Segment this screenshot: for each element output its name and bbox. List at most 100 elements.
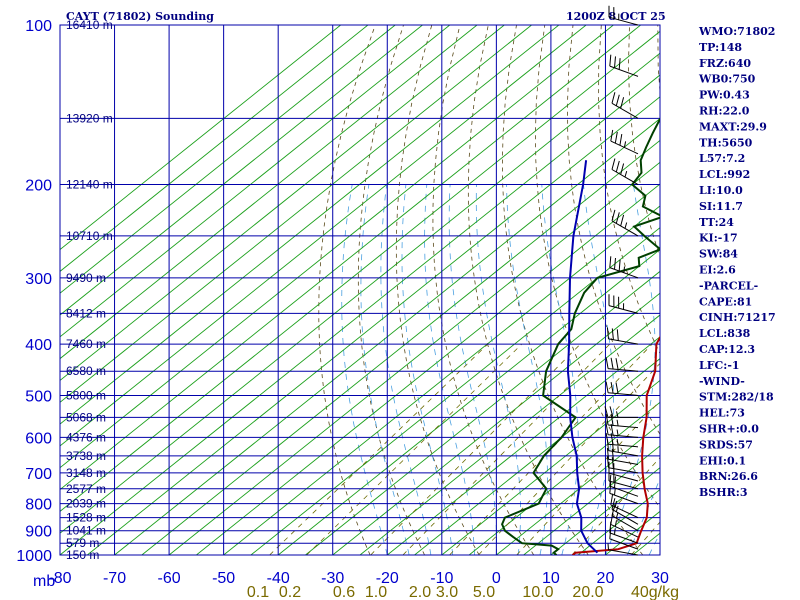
- index-item: LI:10.0: [699, 184, 743, 197]
- isotherm: [60, 25, 369, 272]
- height-label: 150 m: [66, 548, 99, 562]
- isotherm: [60, 25, 641, 491]
- mixing-ratio-line: [402, 343, 611, 555]
- temperature-tick-label: 20: [597, 570, 615, 587]
- isotherm: [386, 336, 660, 555]
- chart-title: CAYT (71802) Sounding: [66, 10, 214, 23]
- height-label: 8412 m: [66, 306, 106, 320]
- temperature-tick-label: -50: [212, 570, 235, 587]
- mixing-ratio-tick-label: 3.0: [436, 584, 458, 600]
- dry-adiabat: [395, 25, 480, 555]
- index-item: TP:148: [699, 41, 742, 54]
- height-label: 10710 m: [66, 229, 113, 243]
- wind-barb: [608, 294, 639, 314]
- wind-barb: [606, 447, 639, 466]
- temperature-tick-label: -30: [321, 570, 344, 587]
- index-item: L57:7.2: [699, 152, 745, 165]
- height-label: 12140 m: [66, 178, 113, 192]
- isotherm: [60, 74, 660, 555]
- pressure-tick-label: 500: [25, 388, 52, 405]
- isotherm: [60, 25, 587, 447]
- wind-barb: [605, 357, 639, 372]
- mixing-ratio-line: [516, 400, 660, 555]
- isotherm: [60, 52, 660, 534]
- index-item: TH:5650: [699, 136, 753, 149]
- indices-panel: WMO:71802 TP:148 FRZ:640 WB0:750 PW:0.43 RH:2…: [698, 25, 776, 499]
- temperature-tick-label: 10: [542, 570, 560, 587]
- isotherm: [60, 25, 341, 251]
- isotherm: [305, 270, 660, 555]
- moist-adiabat: [424, 184, 475, 555]
- wind-barb: [609, 54, 639, 77]
- isotherm: [114, 118, 660, 555]
- isotherm: [414, 358, 660, 555]
- temperature-tick-label: -10: [430, 570, 453, 587]
- temperature-tick-label: -80: [48, 570, 71, 587]
- isotherm: [196, 183, 660, 555]
- index-item: RH:22.0: [699, 105, 750, 118]
- height-label: 7460 m: [66, 337, 106, 351]
- index-item: CAPE:81: [699, 295, 752, 308]
- height-label: 5068 m: [66, 410, 106, 424]
- wind-barb: [605, 413, 639, 429]
- temperature-tick-label: -60: [158, 570, 181, 587]
- isotherm: [86, 96, 660, 555]
- wind-barb: [610, 493, 639, 519]
- moist-adiabat: [380, 184, 432, 555]
- index-item: EHI:0.1: [699, 454, 746, 467]
- wind-barb: [611, 498, 639, 525]
- wind-barb: [611, 209, 639, 237]
- isotherm: [141, 139, 660, 555]
- wind-barb: [605, 381, 639, 396]
- index-item: STM:282/18: [699, 391, 774, 404]
- temperature-tick-label: -20: [376, 570, 399, 587]
- moist-adiabat: [448, 184, 497, 555]
- plot-frame: [59, 24, 661, 556]
- temperature-tick-label: 0: [492, 570, 501, 587]
- index-item: CAP:12.3: [699, 343, 755, 356]
- wind-barb: [609, 256, 639, 279]
- wind-barb: [607, 543, 639, 556]
- height-label: 2039 m: [66, 497, 106, 511]
- wind-barb: [609, 481, 639, 505]
- index-item: SHR+:0.0: [699, 423, 759, 436]
- isotherm: [60, 25, 505, 382]
- pressure-tick-label: 700: [25, 466, 52, 483]
- isotherm: [60, 25, 451, 338]
- isotherm: [223, 205, 660, 555]
- index-item: EI:2.6: [699, 264, 736, 277]
- series-temperature-line: [572, 335, 660, 555]
- pressure-tick-label: 200: [25, 178, 52, 195]
- series-dewpoint-line: [501, 117, 660, 555]
- temperature-tick-label: -40: [267, 570, 290, 587]
- pressure-tick-label: 800: [25, 497, 52, 514]
- height-label: 4376 m: [66, 430, 106, 444]
- index-item: BSHR:3: [699, 486, 748, 499]
- pressure-unit-label: mb: [33, 573, 55, 590]
- height-label: 9490 m: [66, 271, 106, 285]
- index-item: MAXT:29.9: [699, 120, 767, 133]
- isotherm: [359, 314, 660, 555]
- temperature-tick-label: -70: [103, 570, 126, 587]
- mixing-ratio-line: [449, 343, 653, 555]
- moist-adiabat: [583, 184, 614, 555]
- isotherm: [332, 292, 660, 555]
- index-item: SW:84: [699, 248, 738, 261]
- wind-barb: [606, 439, 639, 457]
- height-label: 13920 m: [66, 111, 113, 125]
- isotherm: [468, 401, 660, 555]
- mixing-ratio-line: [306, 343, 523, 555]
- pressure-tick-label: 300: [25, 271, 52, 288]
- index-item: WMO:71802: [698, 25, 775, 38]
- mixing-ratio-tick-label: 0.1: [247, 584, 269, 600]
- isotherm: [60, 25, 396, 294]
- mixing-ratio-tick-label: 10.0: [522, 584, 553, 600]
- index-item: TT:24: [699, 216, 734, 229]
- index-item: KI:-17: [699, 232, 738, 245]
- height-label: 6580 m: [66, 364, 106, 378]
- isotherm: [60, 25, 478, 360]
- wind-barb: [606, 456, 639, 474]
- mixing-ratio-line: [269, 343, 489, 555]
- index-item: -PARCEL-: [699, 279, 758, 292]
